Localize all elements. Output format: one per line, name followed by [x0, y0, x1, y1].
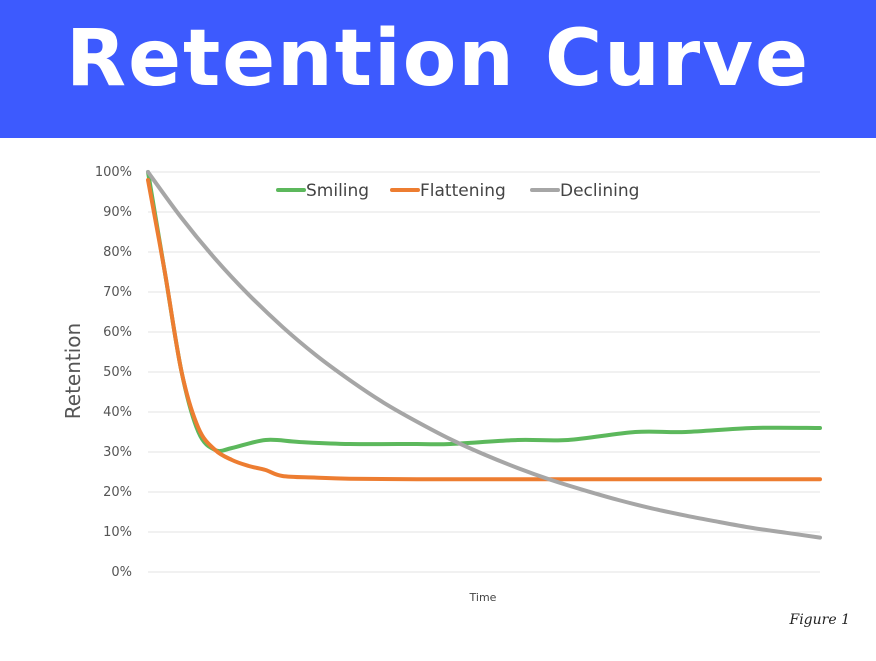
y-tick-label: 80%	[103, 245, 132, 260]
x-axis-label: Time	[469, 591, 497, 604]
y-tick-label: 40%	[103, 405, 132, 420]
y-tick-label: 30%	[103, 445, 132, 460]
series-line-declining	[146, 170, 822, 540]
page-title: Retention Curve	[66, 14, 810, 104]
series-line-smiling	[146, 170, 822, 454]
figure-caption: Figure 1	[789, 612, 850, 628]
y-tick-label: 70%	[103, 285, 132, 300]
title-banner	[0, 0, 876, 138]
y-tick-label: 50%	[103, 365, 132, 380]
y-tick-label: 100%	[95, 165, 132, 180]
legend-label-flattening: Flattening	[420, 181, 506, 201]
y-tick-label: 60%	[103, 325, 132, 340]
legend-label-smiling: Smiling	[306, 181, 369, 201]
chart-legend: Smiling Flattening Declining	[276, 181, 639, 201]
chart-grid	[148, 171, 820, 573]
y-axis-label: Retention	[61, 323, 85, 419]
y-tick-label: 10%	[103, 525, 132, 540]
legend-label-declining: Declining	[560, 181, 639, 201]
y-tick-label: 20%	[103, 485, 132, 500]
y-tick-label: 0%	[111, 565, 132, 580]
y-axis-ticks: 0% 10% 20% 30% 40% 50% 60% 70% 80% 90% 100%	[95, 165, 132, 580]
chart-lines	[146, 170, 822, 540]
y-tick-label: 90%	[103, 205, 132, 220]
series-line-flattening	[146, 178, 822, 482]
